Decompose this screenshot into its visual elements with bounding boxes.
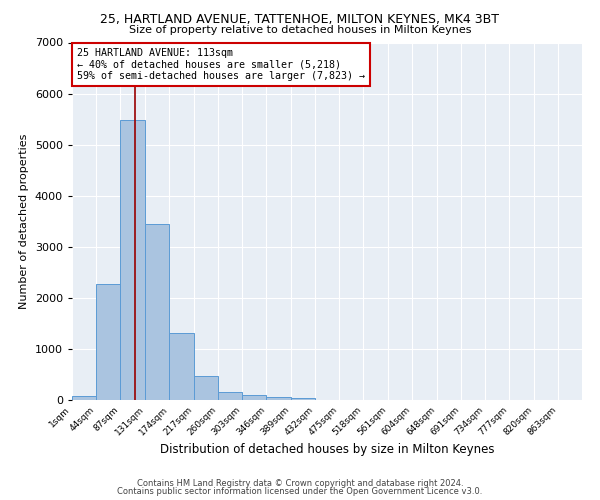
Bar [72, 396, 96, 400]
X-axis label: Distribution of detached houses by size in Milton Keynes: Distribution of detached houses by size … [160, 442, 494, 456]
Text: 25 HARTLAND AVENUE: 113sqm
← 40% of detached houses are smaller (5,218)
59% of s: 25 HARTLAND AVENUE: 113sqm ← 40% of deta… [77, 48, 365, 81]
Bar [169, 333, 194, 400]
Bar [242, 395, 266, 400]
Bar [121, 120, 145, 400]
Text: Size of property relative to detached houses in Milton Keynes: Size of property relative to detached ho… [129, 25, 471, 35]
Bar [218, 392, 242, 400]
Bar [194, 376, 218, 400]
Bar [96, 284, 121, 400]
Bar [145, 224, 169, 400]
Text: 25, HARTLAND AVENUE, TATTENHOE, MILTON KEYNES, MK4 3BT: 25, HARTLAND AVENUE, TATTENHOE, MILTON K… [101, 12, 499, 26]
Bar [290, 398, 315, 400]
Text: Contains public sector information licensed under the Open Government Licence v3: Contains public sector information licen… [118, 487, 482, 496]
Bar [266, 397, 290, 400]
Y-axis label: Number of detached properties: Number of detached properties [19, 134, 29, 309]
Text: Contains HM Land Registry data © Crown copyright and database right 2024.: Contains HM Land Registry data © Crown c… [137, 478, 463, 488]
